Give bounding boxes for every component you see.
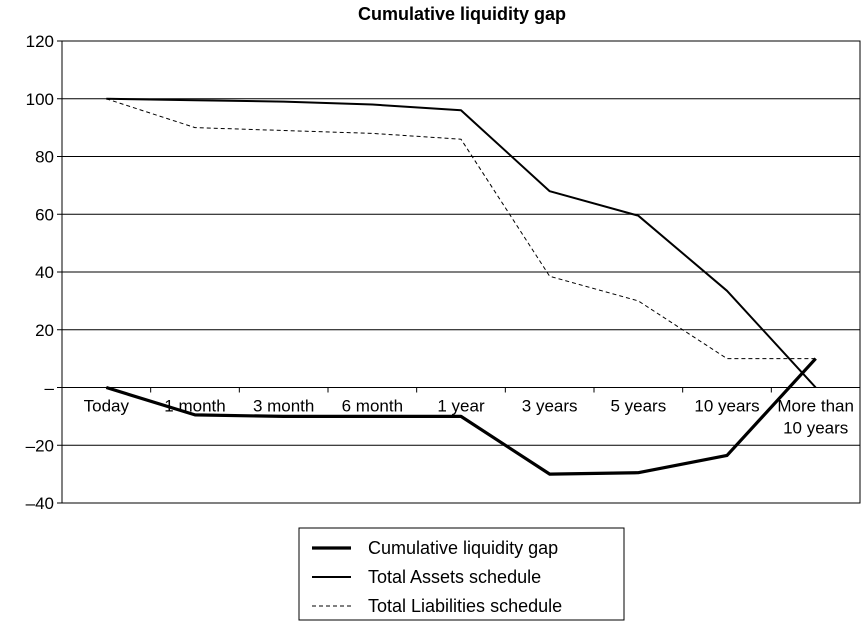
legend-label: Total Assets schedule [368, 567, 541, 587]
x-tick-label: 3 month [253, 397, 314, 416]
y-tick-label: –20 [26, 436, 54, 455]
x-tick-label: 5 years [610, 397, 666, 416]
y-tick-label: 100 [26, 90, 54, 109]
y-tick-label: 60 [35, 205, 54, 224]
x-tick-label: Today [84, 397, 130, 416]
y-tick-label: 40 [35, 263, 54, 282]
legend-label: Cumulative liquidity gap [368, 538, 558, 558]
series-line-3 [106, 98, 816, 360]
x-tick-label: More than 10 years [777, 397, 854, 438]
x-tick-label: 10 years [694, 397, 759, 416]
series-line-2 [106, 97, 817, 389]
y-axis-ticks: 120 100 80 60 40 20 – –20 –40 [26, 32, 62, 513]
series-line-1 [105, 357, 817, 476]
y-tick-label: –40 [26, 494, 54, 513]
x-tick-label: 1 month [164, 397, 225, 416]
y-tick-label: 20 [35, 321, 54, 340]
gridlines [62, 98, 860, 446]
legend-box [298, 527, 625, 621]
x-axis-ticks: Today 1 month 3 month 6 month 1 year 3 years 5… [61, 387, 861, 438]
x-tick-label: 6 month [342, 397, 403, 416]
y-tick-label: 120 [26, 32, 54, 51]
x-tick-label: 3 years [522, 397, 578, 416]
legend: Cumulative liquidity gap Total Assets sch… [298, 527, 625, 621]
series-lines [105, 97, 817, 476]
y-tick-label: 80 [35, 148, 54, 167]
x-tick-label: 1 year [437, 397, 485, 416]
y-tick-label: – [45, 379, 55, 398]
chart-title: Cumulative liquidity gap [358, 4, 566, 24]
legend-label: Total Liabilities schedule [368, 596, 562, 616]
